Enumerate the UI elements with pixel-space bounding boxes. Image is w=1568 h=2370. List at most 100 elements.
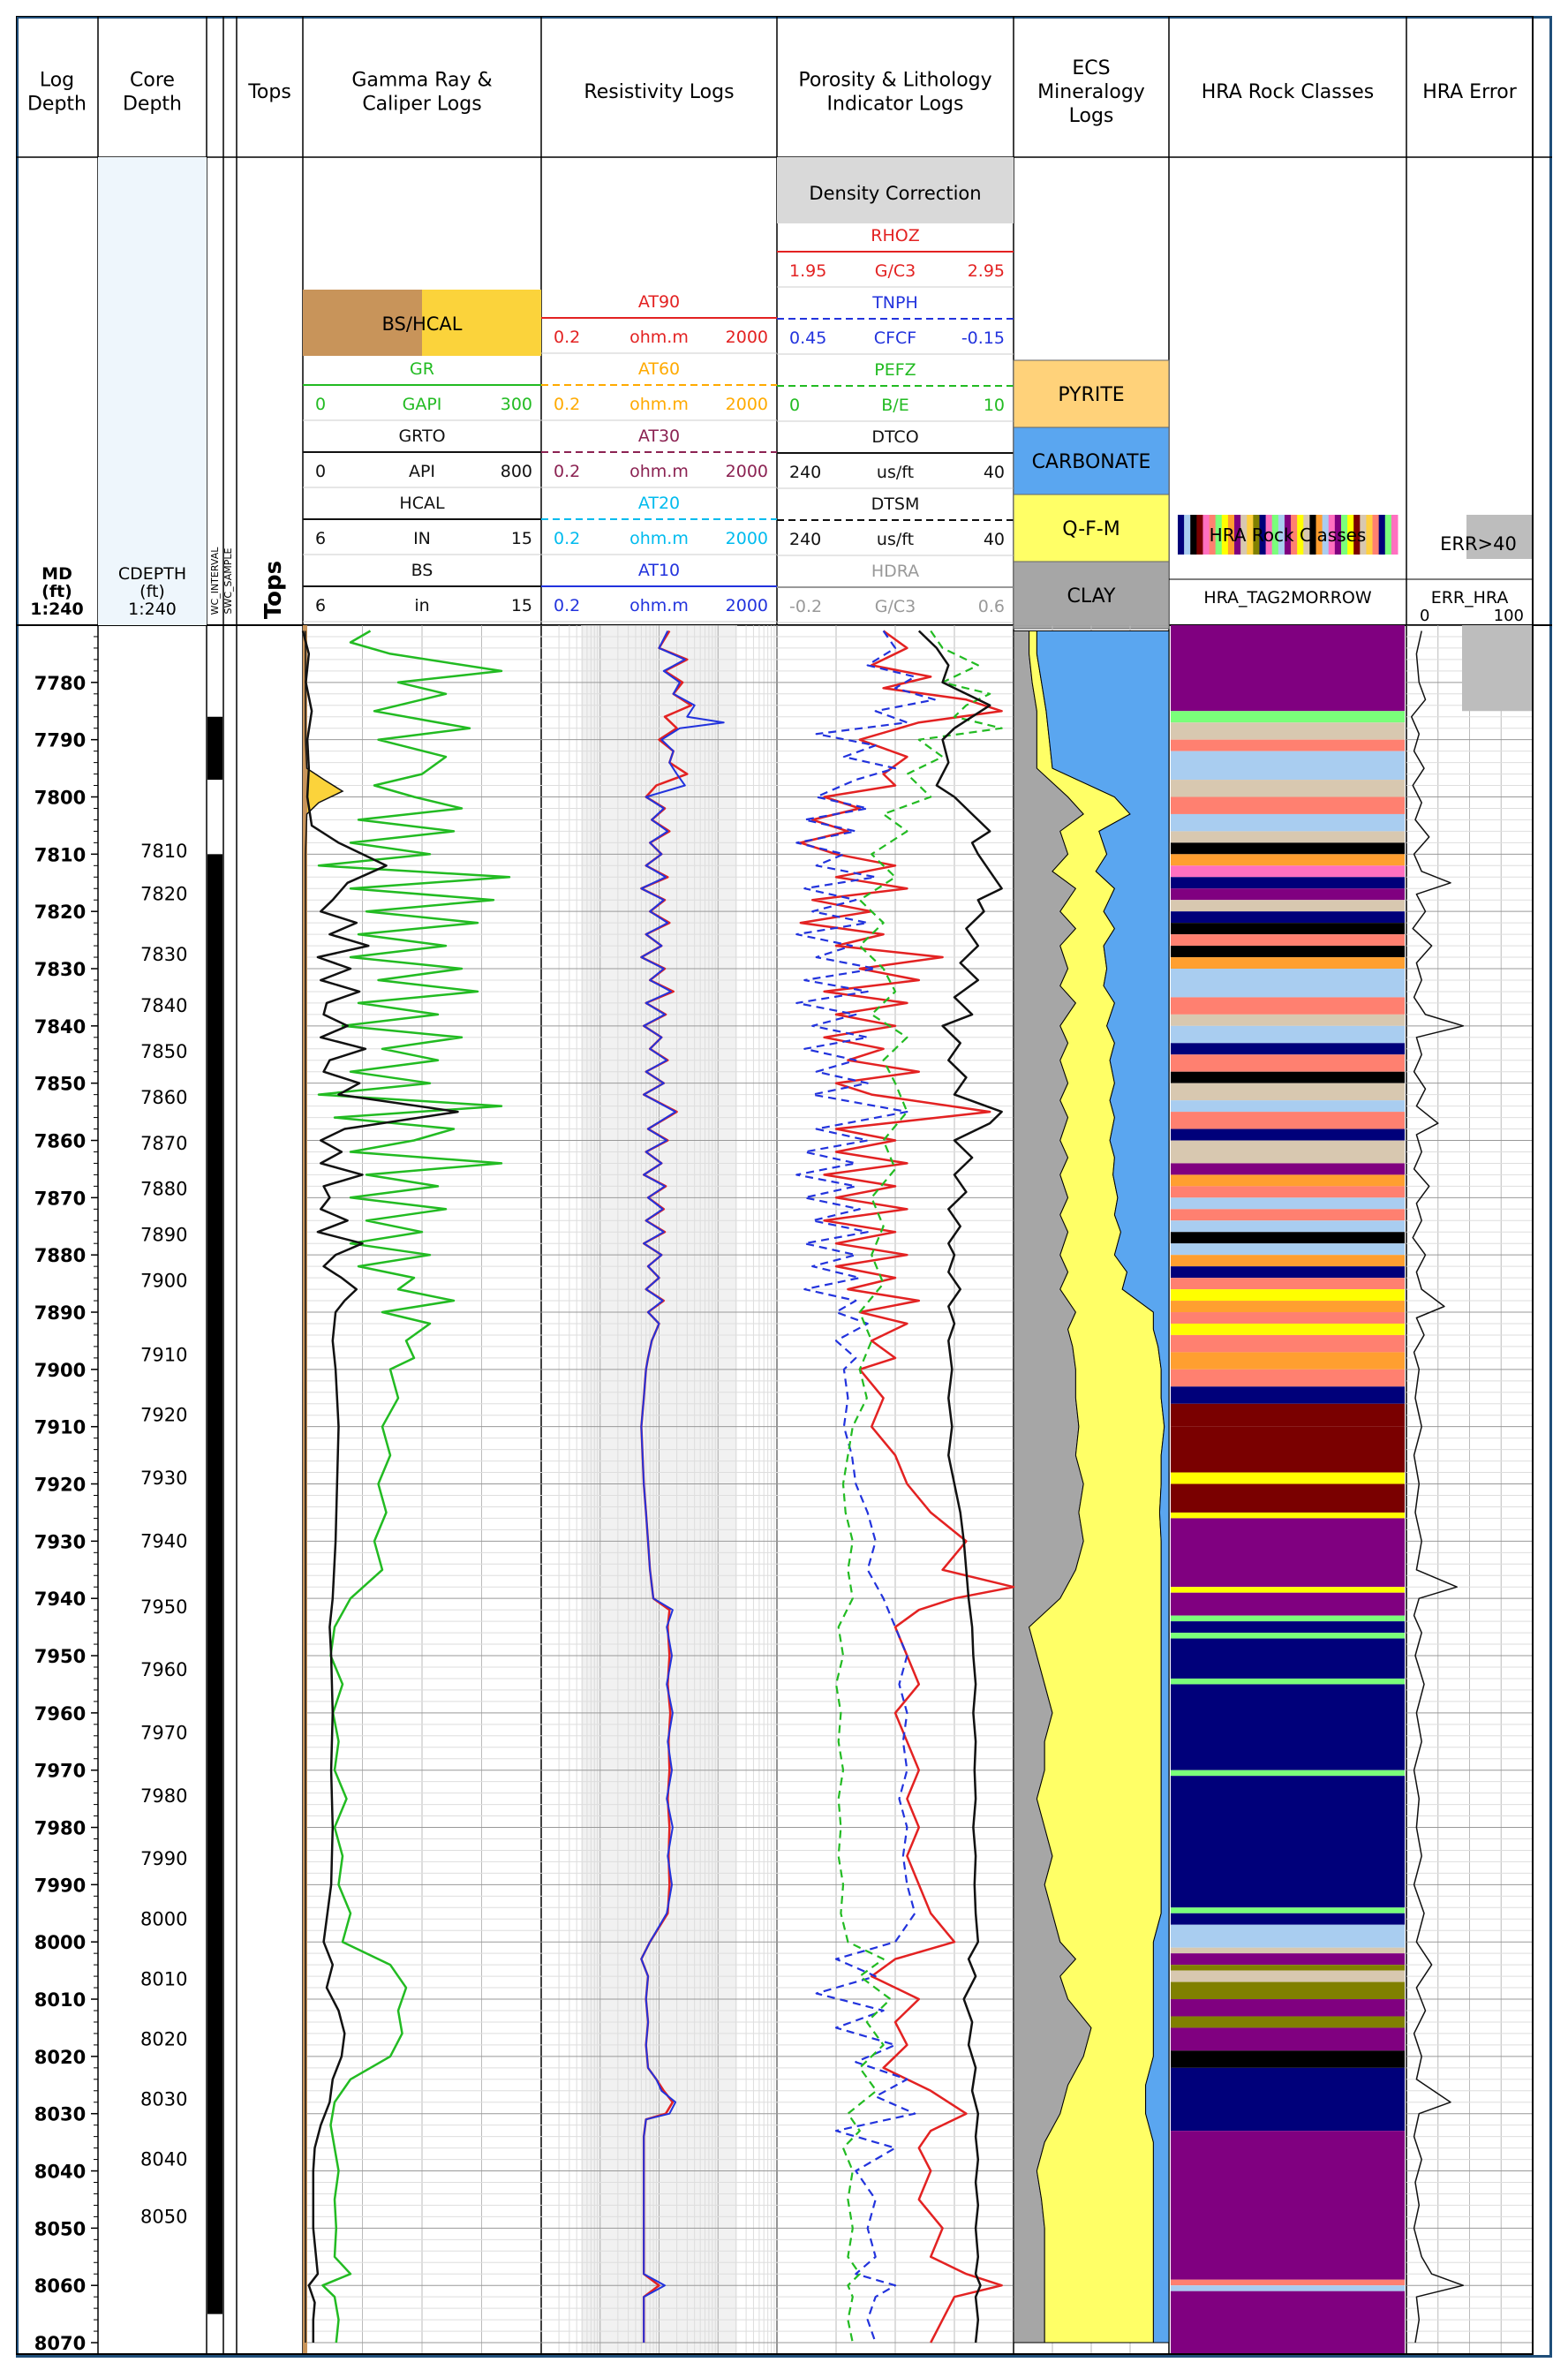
- hra-class-interval: [1171, 854, 1405, 866]
- core-depth-label: 7930: [140, 1468, 187, 1489]
- por-curve-hdra-unit: G/C3: [875, 597, 916, 616]
- hra-legend-title: HRA Rock Classes: [1210, 525, 1367, 546]
- res-curve-at60-unit: ohm.m: [629, 395, 689, 414]
- md-tick-label: 8040: [34, 2162, 86, 2183]
- md-axis-label: 1:240: [30, 600, 83, 619]
- density-correction-label: Density Correction: [809, 183, 981, 204]
- por-curve-pefz-label: PEFZ: [874, 360, 916, 380]
- hra-class-interval: [1171, 877, 1405, 889]
- por-curve-rhoz-label: RHOZ: [871, 226, 919, 245]
- bs-hcal-fill-right: [422, 290, 541, 356]
- hra-legend-swatch: [1259, 515, 1267, 555]
- hra-class-interval: [1171, 1483, 1405, 1513]
- core-depth-label: 7880: [140, 1179, 187, 1200]
- hra-legend-swatch: [1178, 515, 1185, 555]
- gr-curve-gr-label: GR: [410, 359, 434, 379]
- core-depth-label: 7920: [140, 1405, 187, 1426]
- hra-legend-swatch: [1247, 515, 1254, 555]
- header-gamma-ray: Caliper Logs: [362, 94, 481, 116]
- hra-class-interval: [1171, 2016, 1405, 2028]
- hra-class-interval: [1171, 1312, 1405, 1324]
- hra-class-interval: [1171, 831, 1405, 843]
- hra-class-interval: [1171, 1587, 1405, 1593]
- hra-class-interval: [1171, 1638, 1405, 1679]
- md-tick-label: 8010: [34, 1989, 86, 2011]
- hra-class-interval: [1171, 1947, 1405, 1954]
- hra-class-interval: [1171, 739, 1405, 751]
- res-curve-at20-scale-min: 0.2: [554, 529, 580, 548]
- hra-class-interval: [1171, 1386, 1405, 1404]
- cdepth-axis-label: (ft): [139, 582, 165, 601]
- hra-class-interval: [1171, 934, 1405, 947]
- hra-class-interval: [1171, 780, 1405, 797]
- core-depth-label: 7970: [140, 1723, 187, 1744]
- hra-class-interval: [1171, 911, 1405, 924]
- hra-class-interval: [1171, 2050, 1405, 2068]
- md-tick-label: 7890: [34, 1302, 86, 1324]
- hra-legend-swatch: [1221, 515, 1229, 555]
- err-flag-fill: [1462, 625, 1533, 712]
- hra-legend-swatch: [1265, 515, 1273, 555]
- bs-hcal-fill-left: [303, 290, 422, 356]
- header-tops: Tops: [247, 81, 291, 103]
- hra-class-interval: [1171, 1025, 1405, 1044]
- core-depth-label: 7850: [140, 1041, 187, 1062]
- hra-class-interval: [1171, 1232, 1405, 1244]
- hra-class-interval: [1171, 1334, 1405, 1353]
- por-curve-dtco-scale-max: 40: [984, 463, 1005, 482]
- hra-class-interval: [1171, 923, 1405, 935]
- core-depth-label: 7830: [140, 944, 187, 965]
- por-curve-dtsm-scale-min: 240: [789, 530, 821, 549]
- wc-interval-label: WC_INTERVAL: [209, 547, 221, 615]
- hra-class-interval: [1171, 842, 1405, 855]
- hra-legend-swatch: [1378, 515, 1386, 555]
- hra-class-interval: [1171, 2285, 1405, 2291]
- md-tick-label: 7970: [34, 1761, 86, 1782]
- hra-class-interval: [1171, 711, 1405, 723]
- wc-interval-bar: [207, 854, 222, 2314]
- md-tick-label: 7920: [34, 1475, 86, 1496]
- ecs-legend-label: CARBONATE: [1032, 451, 1151, 473]
- core-depth-label: 7900: [140, 1270, 187, 1291]
- hra-class-interval: [1171, 1633, 1405, 1639]
- hra-class-interval: [1171, 1054, 1405, 1072]
- hra-class-interval: [1171, 1209, 1405, 1221]
- chart-outline: [16, 16, 1534, 2355]
- hra-class-interval: [1171, 1174, 1405, 1187]
- gr-curve-hcal-scale-max: 15: [511, 529, 532, 548]
- hra-legend-swatch: [1315, 515, 1323, 555]
- hra-class-interval: [1171, 1953, 1405, 1966]
- hra-class-interval: [1171, 1684, 1405, 1770]
- res-curve-at20-scale-max: 2000: [726, 529, 768, 548]
- hra-class-interval: [1171, 1924, 1405, 1948]
- hra-legend-swatch: [1360, 515, 1367, 555]
- res-curve-at30-label: AT30: [638, 426, 680, 446]
- hra-class-interval: [1171, 1770, 1405, 1777]
- hra-class-interval: [1171, 1352, 1405, 1370]
- core-depth-label: 8000: [140, 1908, 187, 1929]
- md-tick-label: 7870: [34, 1188, 86, 1209]
- hra-legend-swatch: [1328, 515, 1336, 555]
- curve-pefz: [834, 630, 1003, 2344]
- hra-class-interval: [1171, 865, 1405, 878]
- core-depth-label: 7940: [140, 1530, 187, 1551]
- hra-legend-swatch: [1253, 515, 1260, 555]
- hra-legend-swatch: [1366, 515, 1374, 555]
- hra-legend-swatch: [1240, 515, 1248, 555]
- md-tick-label: 7930: [34, 1531, 86, 1552]
- hra-legend-swatch: [1291, 515, 1298, 555]
- curve-hcal: [305, 630, 344, 2344]
- ecs-legend-carbonate: [1013, 426, 1170, 495]
- gr-curve-gr-unit: GAPI: [403, 395, 442, 414]
- header-ecs: Mineralogy: [1037, 81, 1145, 103]
- hra-class-interval: [1171, 1083, 1405, 1101]
- hra-legend-swatch: [1202, 515, 1210, 555]
- ecs-carbonate-fill: [1036, 630, 1170, 2344]
- por-curve-dtco-label: DTCO: [871, 427, 918, 447]
- por-curve-tnph-unit: CFCF: [874, 328, 916, 348]
- tops-vertical-label: Tops: [260, 561, 287, 619]
- swc-sample-label: SWC_SAMPLE: [222, 547, 234, 614]
- hra-class-interval: [1171, 2067, 1405, 2132]
- gr-curve-grto-label: GRTO: [398, 426, 445, 446]
- hra-class-interval: [1171, 1071, 1405, 1083]
